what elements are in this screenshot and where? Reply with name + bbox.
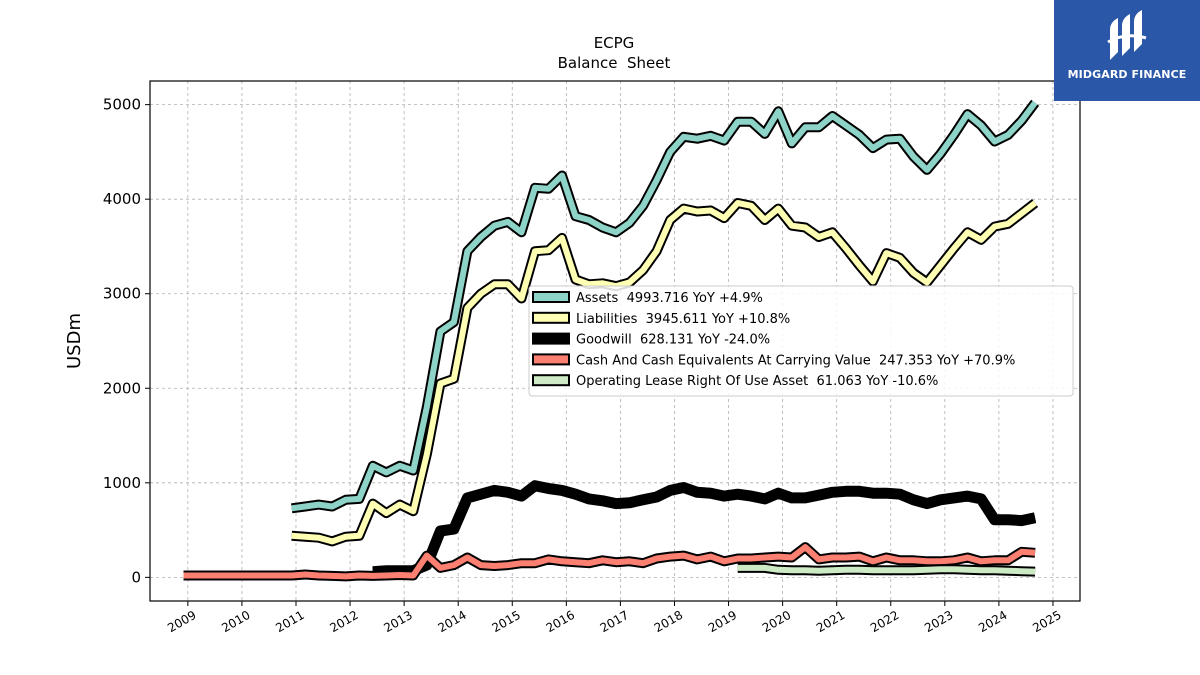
- brand-mark-icon: [1107, 10, 1147, 60]
- y-tick-label: 3000: [103, 285, 141, 303]
- x-tick-label: 2012: [327, 608, 360, 635]
- brand-logo: MIDGARD FINANCE: [1054, 0, 1200, 101]
- x-tick-label: 2020: [760, 608, 793, 635]
- chart-title: ECPG: [594, 34, 635, 52]
- x-tick-label: 2015: [490, 608, 523, 635]
- legend: Assets 4993.716 YoY +4.9% Liabilities 394…: [528, 285, 1074, 397]
- y-tick-label: 4000: [103, 190, 141, 208]
- legend-label: Assets 4993.716 YoY +4.9%: [576, 291, 763, 306]
- legend-swatch: [532, 291, 570, 303]
- x-tick-label: 2009: [165, 608, 198, 635]
- legend-label: Operating Lease Right Of Use Asset 61.06…: [576, 374, 938, 389]
- y-tick-label: 0: [131, 568, 141, 586]
- x-tick-label: 2017: [598, 608, 631, 635]
- y-tick-label: 1000: [103, 474, 141, 492]
- series-line: [737, 564, 1036, 575]
- plot-frame: [149, 80, 1081, 602]
- series-line: [291, 100, 1038, 512]
- x-tick-label: 2016: [544, 608, 577, 635]
- series-line: [291, 200, 1037, 545]
- legend-label: Goodwill 628.131 YoY -24.0%: [576, 333, 770, 348]
- brand-name: MIDGARD FINANCE: [1067, 68, 1187, 81]
- series-lines: [183, 99, 1040, 582]
- series-assets: [291, 99, 1040, 514]
- series-liabilities: [291, 198, 1039, 547]
- series-cash-and-cash-equivalents-at-carrying-value: [183, 542, 1036, 582]
- series-operating-lease-right-of-use-asset: [737, 562, 1036, 577]
- chart-subtitle: Balance Sheet: [558, 54, 671, 72]
- x-tick-label: 2018: [652, 608, 685, 635]
- series-goodwill: [372, 480, 1037, 578]
- x-tick-label: 2023: [922, 608, 955, 635]
- x-tick-label: 2022: [868, 608, 901, 635]
- legend-box: [528, 285, 1074, 397]
- x-tick-label: 2011: [273, 608, 306, 635]
- y-tick-label: 5000: [103, 96, 141, 114]
- x-tick-label: 2021: [814, 608, 847, 635]
- legend-swatch: [532, 311, 570, 324]
- y-tick-label: 2000: [103, 379, 141, 397]
- x-tick-label: 2019: [706, 608, 739, 635]
- legend-swatch: [532, 353, 570, 366]
- x-tick-label: 2013: [381, 608, 414, 635]
- legend-label: Cash And Cash Equivalents At Carrying Va…: [576, 353, 1015, 368]
- series-line: [183, 544, 1036, 580]
- x-tick-label: 2014: [435, 608, 468, 635]
- legend-label: Liabilities 3945.611 YoY +10.8%: [576, 312, 790, 327]
- y-axis-label: USDm: [64, 313, 85, 369]
- legend-swatch: [532, 374, 570, 387]
- series-line: [372, 482, 1036, 576]
- x-tick-label: 2025: [1030, 608, 1063, 635]
- legend-swatch: [532, 332, 570, 345]
- x-tick-label: 2010: [219, 608, 252, 635]
- x-tick-label: 2024: [976, 608, 1009, 635]
